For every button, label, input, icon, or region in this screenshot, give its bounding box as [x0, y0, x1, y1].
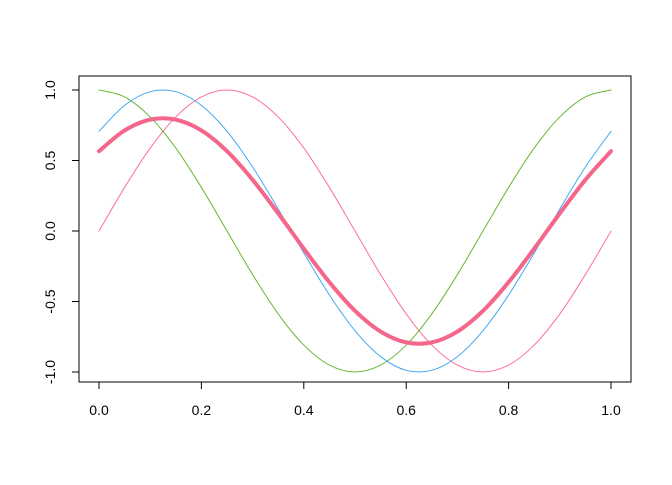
x-tick-label: 0.2	[192, 402, 212, 418]
y-tick-label: 0.5	[42, 151, 58, 171]
series-line-3	[98, 89, 612, 373]
series-layer	[97, 89, 613, 373]
x-tick-label: 1.0	[601, 402, 621, 418]
x-axis: 0.0 0.2 0.4 0.6 0.8 1.0	[89, 381, 621, 418]
x-tick-label: 0.0	[89, 402, 109, 418]
series-line-4	[97, 116, 613, 346]
series-line-2	[98, 89, 612, 373]
y-tick-label: 0.0	[42, 221, 58, 241]
y-axis: -1.0 -0.5 0.0 0.5 1.0	[42, 80, 80, 384]
series-line-1	[98, 89, 612, 373]
x-tick-label: 0.8	[499, 402, 519, 418]
y-tick-label: -1.0	[42, 360, 58, 384]
y-tick-label: 1.0	[42, 80, 58, 100]
x-tick-label: 0.6	[396, 402, 416, 418]
y-tick-label: -0.5	[42, 289, 58, 313]
x-tick-label: 0.4	[294, 402, 314, 418]
